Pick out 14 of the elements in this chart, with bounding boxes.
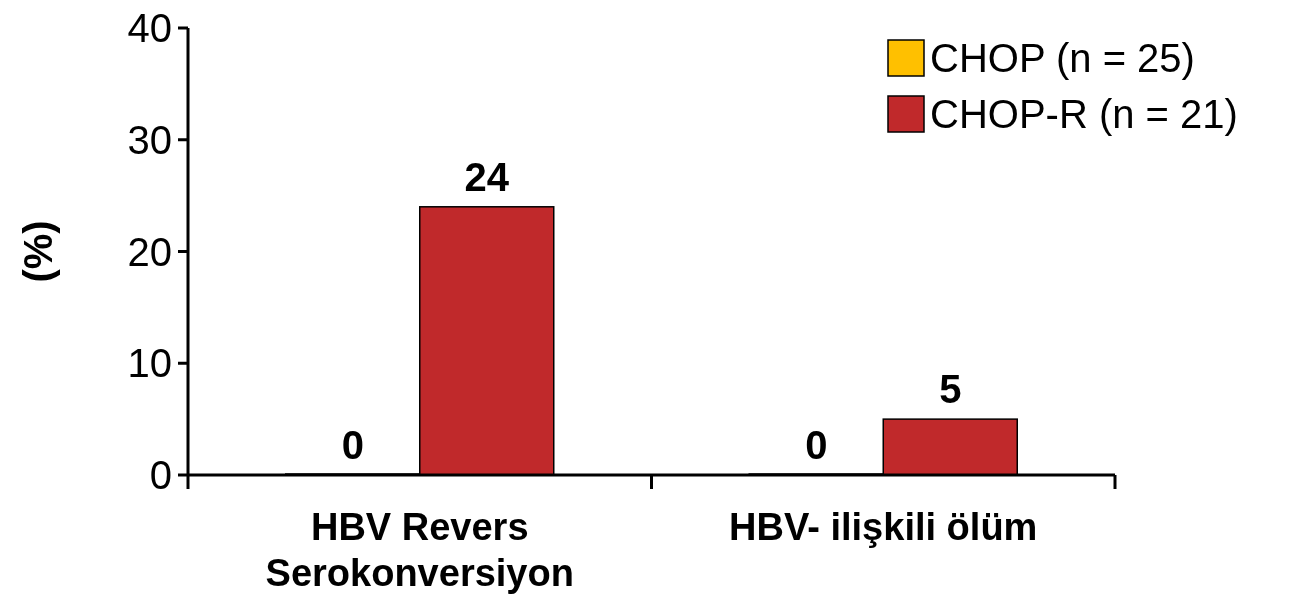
data-label: 5 — [939, 367, 962, 412]
legend-label: CHOP-R (n = 21) — [930, 92, 1238, 136]
x-tick-label: HBV- ilişkili ölüm — [729, 506, 1038, 548]
y-tick-label: 0 — [149, 453, 172, 497]
data-label: 0 — [805, 423, 828, 467]
y-tick-label: 20 — [127, 229, 172, 274]
y-tick-label: 40 — [127, 6, 172, 50]
data-label: 24 — [464, 154, 510, 199]
y-tick-label: 30 — [127, 117, 172, 162]
y-tick-label: 10 — [127, 341, 172, 386]
legend-label: CHOP (n = 25) — [930, 36, 1195, 80]
y-axis-title: (%) — [16, 220, 60, 283]
data-label: 0 — [341, 423, 364, 467]
x-tick-label: HBV Revers Serokonversiyon — [265, 506, 574, 594]
